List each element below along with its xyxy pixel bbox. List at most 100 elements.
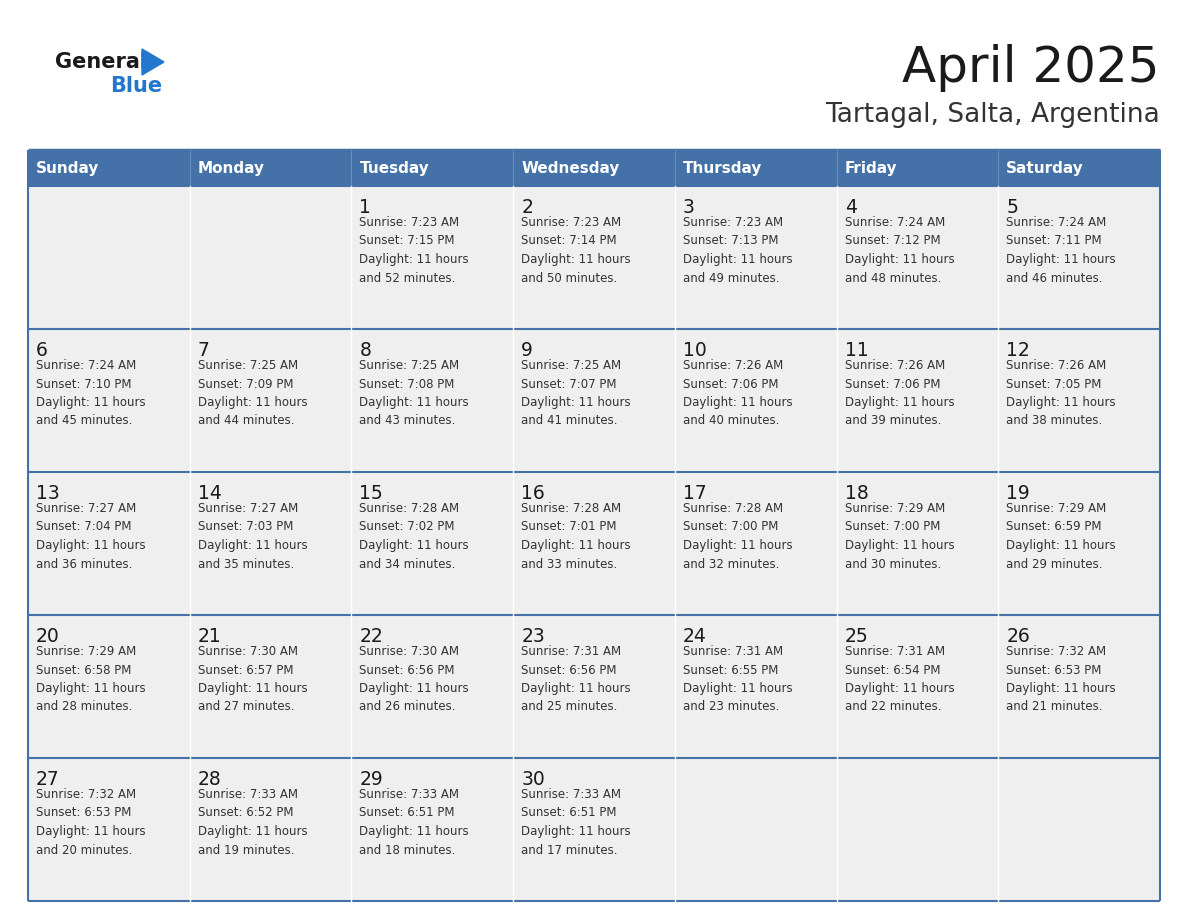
Text: 1: 1	[360, 198, 372, 217]
Text: 28: 28	[197, 770, 221, 789]
Bar	[513, 472, 675, 615]
Bar	[513, 186, 675, 329]
Text: Sunrise: 7:24 AM
Sunset: 7:12 PM
Daylight: 11 hours
and 48 minutes.: Sunrise: 7:24 AM Sunset: 7:12 PM Dayligh…	[845, 216, 954, 285]
Bar	[190, 186, 352, 329]
Bar	[998, 758, 1159, 901]
Bar	[513, 615, 675, 758]
Text: April 2025: April 2025	[903, 44, 1159, 92]
Text: 20: 20	[36, 627, 59, 646]
Text: 12: 12	[1006, 341, 1030, 360]
Text: Tartagal, Salta, Argentina: Tartagal, Salta, Argentina	[826, 102, 1159, 128]
Text: Sunrise: 7:32 AM
Sunset: 6:53 PM
Daylight: 11 hours
and 21 minutes.: Sunrise: 7:32 AM Sunset: 6:53 PM Dayligh…	[1006, 645, 1116, 713]
Bar	[352, 472, 513, 615]
Bar	[352, 758, 513, 901]
Bar	[998, 615, 1159, 758]
Bar	[29, 150, 190, 186]
Text: Tuesday: Tuesday	[360, 161, 429, 175]
Bar	[998, 472, 1159, 615]
Bar	[29, 186, 190, 329]
Text: 25: 25	[845, 627, 868, 646]
Text: Sunrise: 7:31 AM
Sunset: 6:55 PM
Daylight: 11 hours
and 23 minutes.: Sunrise: 7:31 AM Sunset: 6:55 PM Dayligh…	[683, 645, 792, 713]
Text: 9: 9	[522, 341, 533, 360]
Bar	[836, 472, 998, 615]
Text: 10: 10	[683, 341, 707, 360]
Text: 19: 19	[1006, 484, 1030, 503]
Bar	[513, 150, 675, 186]
Text: Sunrise: 7:24 AM
Sunset: 7:10 PM
Daylight: 11 hours
and 45 minutes.: Sunrise: 7:24 AM Sunset: 7:10 PM Dayligh…	[36, 359, 146, 428]
Text: Sunrise: 7:24 AM
Sunset: 7:11 PM
Daylight: 11 hours
and 46 minutes.: Sunrise: 7:24 AM Sunset: 7:11 PM Dayligh…	[1006, 216, 1116, 285]
Bar	[190, 615, 352, 758]
Text: 23: 23	[522, 627, 545, 646]
Text: 15: 15	[360, 484, 384, 503]
Bar	[998, 150, 1159, 186]
Text: 17: 17	[683, 484, 707, 503]
Bar	[352, 329, 513, 472]
Bar	[29, 758, 190, 901]
Bar	[675, 186, 836, 329]
Bar	[836, 329, 998, 472]
Text: 26: 26	[1006, 627, 1030, 646]
Bar	[836, 758, 998, 901]
Text: Thursday: Thursday	[683, 161, 763, 175]
Text: Sunrise: 7:26 AM
Sunset: 7:06 PM
Daylight: 11 hours
and 39 minutes.: Sunrise: 7:26 AM Sunset: 7:06 PM Dayligh…	[845, 359, 954, 428]
Bar	[190, 150, 352, 186]
Text: Sunrise: 7:23 AM
Sunset: 7:13 PM
Daylight: 11 hours
and 49 minutes.: Sunrise: 7:23 AM Sunset: 7:13 PM Dayligh…	[683, 216, 792, 285]
Text: 24: 24	[683, 627, 707, 646]
Text: General: General	[55, 52, 147, 72]
Bar	[675, 758, 836, 901]
Text: Sunrise: 7:27 AM
Sunset: 7:04 PM
Daylight: 11 hours
and 36 minutes.: Sunrise: 7:27 AM Sunset: 7:04 PM Dayligh…	[36, 502, 146, 570]
Text: Sunrise: 7:26 AM
Sunset: 7:05 PM
Daylight: 11 hours
and 38 minutes.: Sunrise: 7:26 AM Sunset: 7:05 PM Dayligh…	[1006, 359, 1116, 428]
Text: Sunrise: 7:25 AM
Sunset: 7:07 PM
Daylight: 11 hours
and 41 minutes.: Sunrise: 7:25 AM Sunset: 7:07 PM Dayligh…	[522, 359, 631, 428]
Text: Sunrise: 7:33 AM
Sunset: 6:52 PM
Daylight: 11 hours
and 19 minutes.: Sunrise: 7:33 AM Sunset: 6:52 PM Dayligh…	[197, 788, 308, 856]
Text: 30: 30	[522, 770, 545, 789]
Text: Sunrise: 7:26 AM
Sunset: 7:06 PM
Daylight: 11 hours
and 40 minutes.: Sunrise: 7:26 AM Sunset: 7:06 PM Dayligh…	[683, 359, 792, 428]
Text: Sunrise: 7:29 AM
Sunset: 6:58 PM
Daylight: 11 hours
and 28 minutes.: Sunrise: 7:29 AM Sunset: 6:58 PM Dayligh…	[36, 645, 146, 713]
Text: Sunrise: 7:23 AM
Sunset: 7:14 PM
Daylight: 11 hours
and 50 minutes.: Sunrise: 7:23 AM Sunset: 7:14 PM Dayligh…	[522, 216, 631, 285]
Text: Monday: Monday	[197, 161, 265, 175]
Text: 7: 7	[197, 341, 209, 360]
Text: Sunrise: 7:28 AM
Sunset: 7:01 PM
Daylight: 11 hours
and 33 minutes.: Sunrise: 7:28 AM Sunset: 7:01 PM Dayligh…	[522, 502, 631, 570]
Text: Sunrise: 7:27 AM
Sunset: 7:03 PM
Daylight: 11 hours
and 35 minutes.: Sunrise: 7:27 AM Sunset: 7:03 PM Dayligh…	[197, 502, 308, 570]
Text: Sunrise: 7:33 AM
Sunset: 6:51 PM
Daylight: 11 hours
and 17 minutes.: Sunrise: 7:33 AM Sunset: 6:51 PM Dayligh…	[522, 788, 631, 856]
Bar	[675, 472, 836, 615]
Text: Sunrise: 7:28 AM
Sunset: 7:00 PM
Daylight: 11 hours
and 32 minutes.: Sunrise: 7:28 AM Sunset: 7:00 PM Dayligh…	[683, 502, 792, 570]
Text: 29: 29	[360, 770, 384, 789]
Bar	[675, 150, 836, 186]
Bar	[352, 150, 513, 186]
Bar	[513, 758, 675, 901]
Text: Wednesday: Wednesday	[522, 161, 619, 175]
Bar	[836, 186, 998, 329]
Text: 6: 6	[36, 341, 48, 360]
Bar	[190, 329, 352, 472]
Polygon shape	[143, 49, 164, 75]
Text: 16: 16	[522, 484, 545, 503]
Text: Sunrise: 7:31 AM
Sunset: 6:56 PM
Daylight: 11 hours
and 25 minutes.: Sunrise: 7:31 AM Sunset: 6:56 PM Dayligh…	[522, 645, 631, 713]
Bar	[675, 329, 836, 472]
Text: Sunrise: 7:29 AM
Sunset: 7:00 PM
Daylight: 11 hours
and 30 minutes.: Sunrise: 7:29 AM Sunset: 7:00 PM Dayligh…	[845, 502, 954, 570]
Text: 2: 2	[522, 198, 533, 217]
Bar	[190, 758, 352, 901]
Text: Saturday: Saturday	[1006, 161, 1083, 175]
Text: 27: 27	[36, 770, 59, 789]
Text: Sunday: Sunday	[36, 161, 100, 175]
Text: 14: 14	[197, 484, 222, 503]
Text: Sunrise: 7:29 AM
Sunset: 6:59 PM
Daylight: 11 hours
and 29 minutes.: Sunrise: 7:29 AM Sunset: 6:59 PM Dayligh…	[1006, 502, 1116, 570]
Text: Sunrise: 7:25 AM
Sunset: 7:08 PM
Daylight: 11 hours
and 43 minutes.: Sunrise: 7:25 AM Sunset: 7:08 PM Dayligh…	[360, 359, 469, 428]
Text: 18: 18	[845, 484, 868, 503]
Text: 21: 21	[197, 627, 221, 646]
Bar	[352, 615, 513, 758]
Bar	[513, 329, 675, 472]
Bar	[352, 186, 513, 329]
Text: 4: 4	[845, 198, 857, 217]
Text: Sunrise: 7:30 AM
Sunset: 6:57 PM
Daylight: 11 hours
and 27 minutes.: Sunrise: 7:30 AM Sunset: 6:57 PM Dayligh…	[197, 645, 308, 713]
Bar	[29, 329, 190, 472]
Text: Sunrise: 7:23 AM
Sunset: 7:15 PM
Daylight: 11 hours
and 52 minutes.: Sunrise: 7:23 AM Sunset: 7:15 PM Dayligh…	[360, 216, 469, 285]
Text: 11: 11	[845, 341, 868, 360]
Bar	[998, 186, 1159, 329]
Bar	[998, 329, 1159, 472]
Bar	[836, 150, 998, 186]
Text: Sunrise: 7:28 AM
Sunset: 7:02 PM
Daylight: 11 hours
and 34 minutes.: Sunrise: 7:28 AM Sunset: 7:02 PM Dayligh…	[360, 502, 469, 570]
Text: Sunrise: 7:31 AM
Sunset: 6:54 PM
Daylight: 11 hours
and 22 minutes.: Sunrise: 7:31 AM Sunset: 6:54 PM Dayligh…	[845, 645, 954, 713]
Bar	[836, 615, 998, 758]
Bar	[29, 472, 190, 615]
